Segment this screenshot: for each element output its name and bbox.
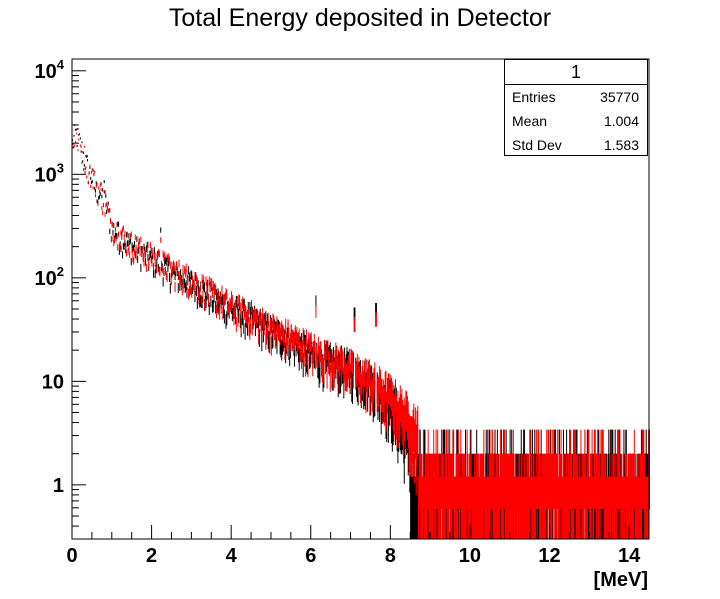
stats-value: 1.004: [603, 113, 639, 129]
stats-box: 1 Entries 35770 Mean 1.004 Std Dev 1.583: [504, 59, 648, 156]
x-axis-label: [MeV]: [594, 569, 648, 591]
stats-label: Std Dev: [512, 137, 562, 153]
stats-value: 1.583: [603, 137, 639, 153]
x-tick-label: 12: [538, 545, 560, 567]
y-tick-label: 102: [35, 264, 64, 290]
stats-row-entries: Entries 35770: [505, 85, 647, 109]
error-bars: [71, 127, 650, 539]
x-tick-label: 10: [459, 545, 481, 567]
chart-title: Total Energy deposited in Detector: [168, 4, 552, 32]
data-layer: [71, 124, 650, 539]
x-tick-label: 14: [618, 545, 641, 567]
x-tick-label: 0: [66, 545, 77, 567]
axis-layer: 0 2 4 6 8 10 12 14 1 10 102 103 104: [35, 57, 650, 567]
x-tick-label: 2: [146, 545, 157, 567]
stats-label: Mean: [512, 113, 548, 129]
stats-label: Entries: [512, 89, 556, 105]
stats-title: 1: [505, 60, 647, 85]
x-tick-label: 8: [385, 545, 396, 567]
stats-row-stddev: Std Dev 1.583: [505, 133, 647, 157]
y-tick-label: 104: [35, 57, 65, 83]
stats-value: 35770: [600, 89, 639, 105]
x-tick-label: 6: [305, 545, 316, 567]
y-tick-label: 1: [53, 475, 64, 497]
plot-frame: [71, 58, 650, 540]
y-tick-label: 103: [35, 160, 64, 186]
series-1: [71, 127, 650, 539]
stats-row-mean: Mean 1.004: [505, 109, 647, 133]
x-tick-label: 4: [226, 545, 238, 567]
y-tick-label: 10: [42, 371, 64, 393]
